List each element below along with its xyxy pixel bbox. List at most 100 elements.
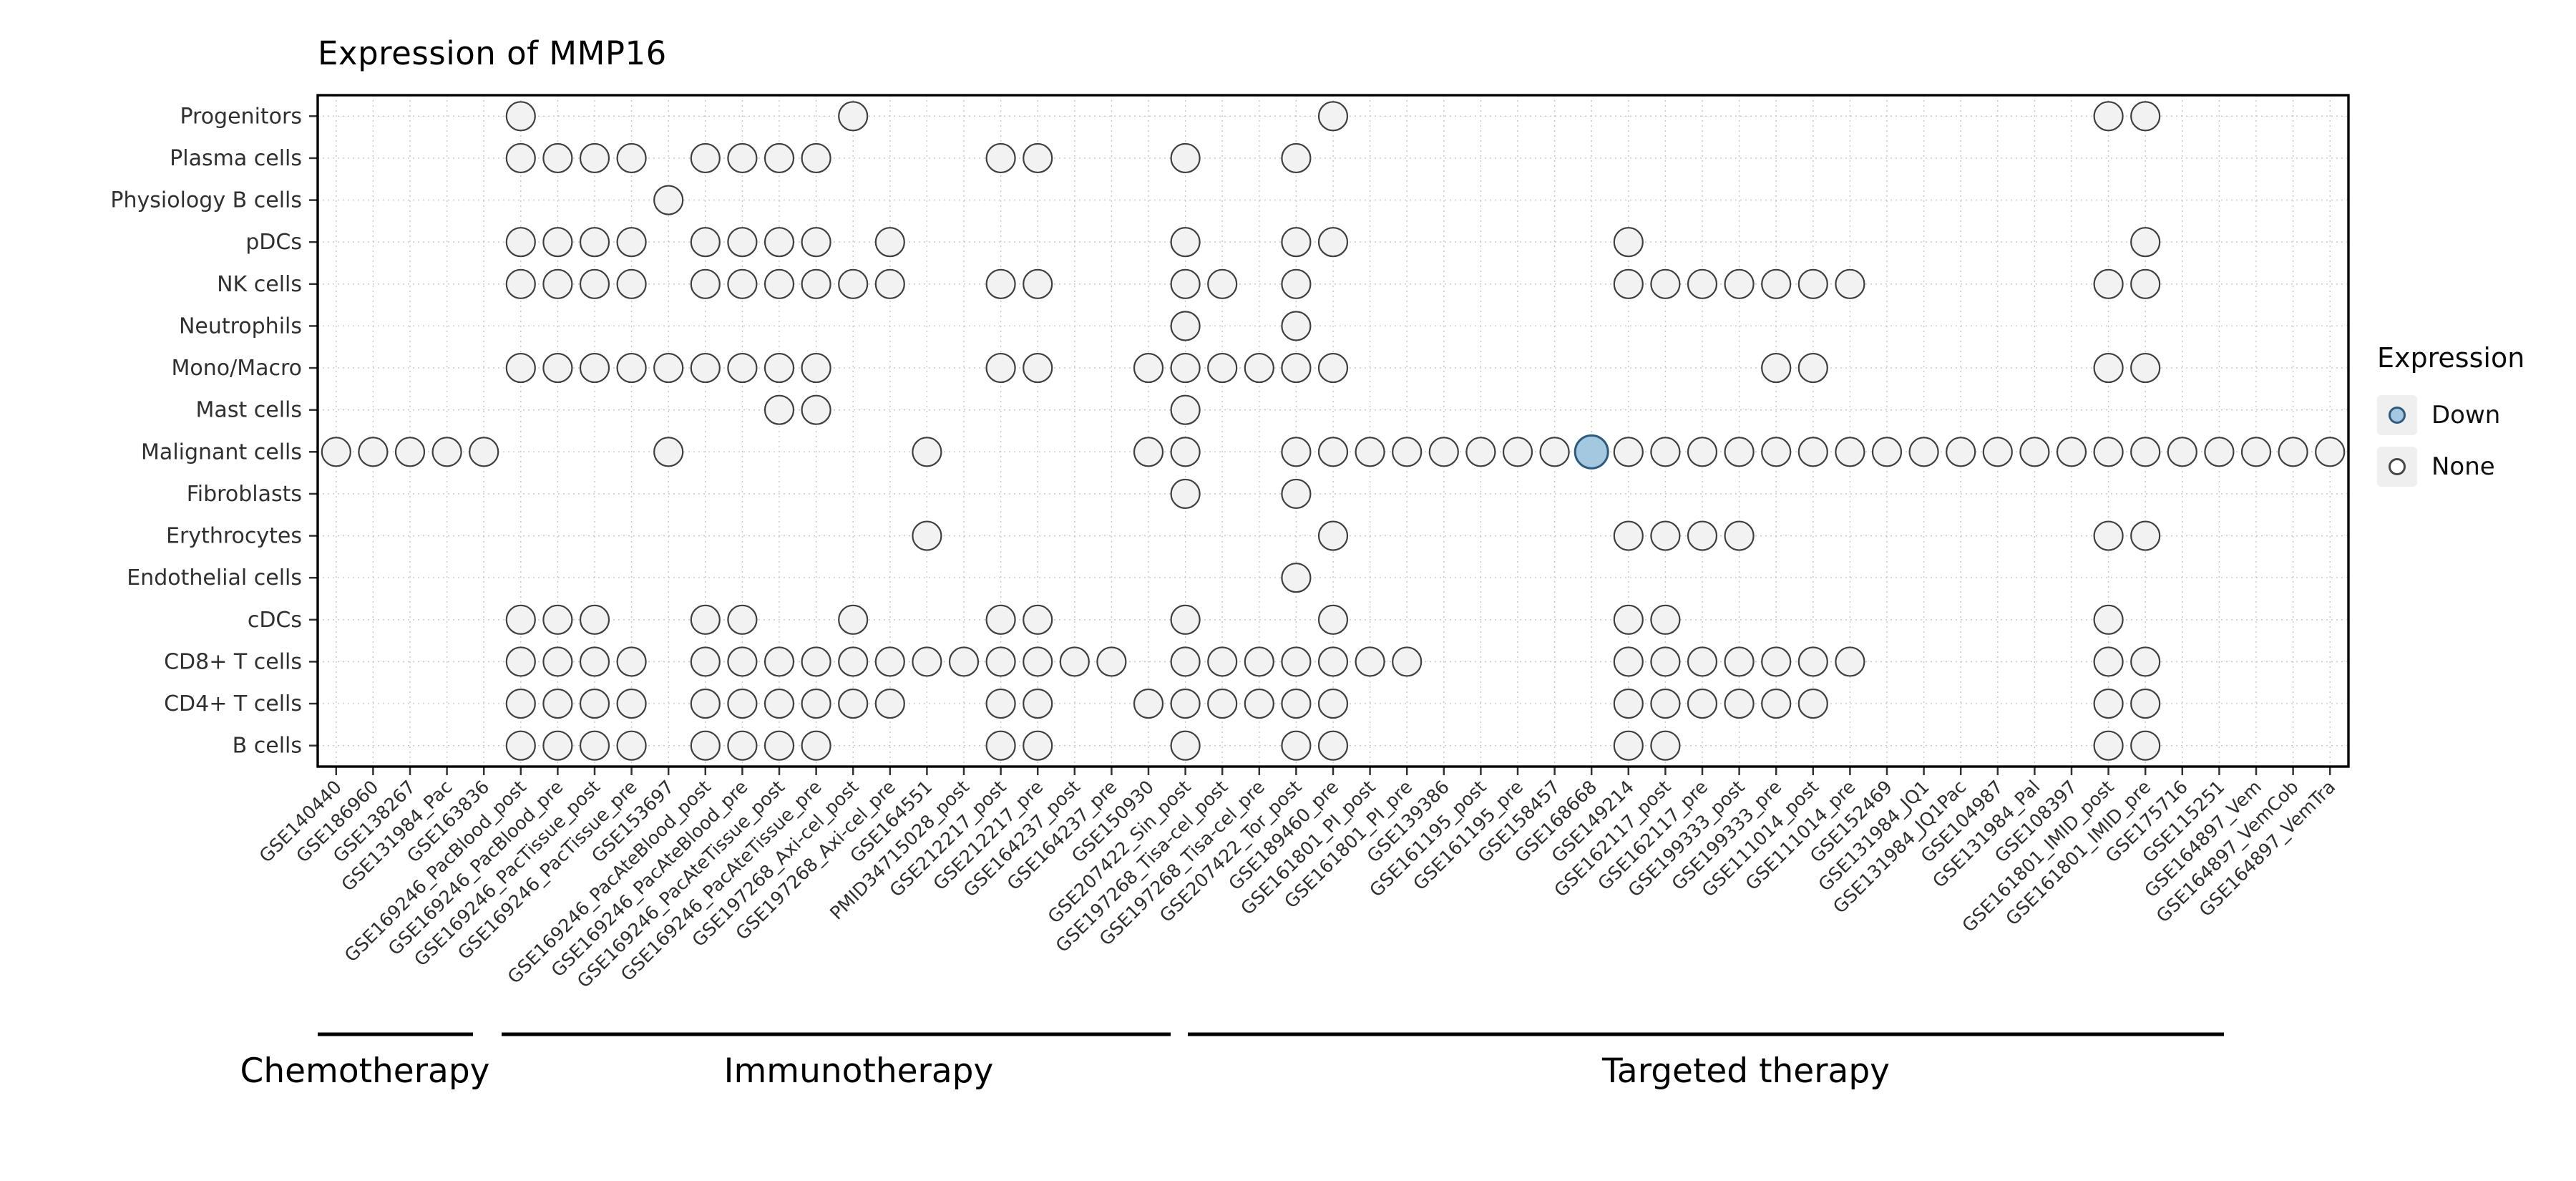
expression-dot-none [505, 268, 536, 299]
expression-dot-none [1170, 437, 1201, 467]
expression-dot-none [1317, 730, 1349, 761]
expression-dot-none [1797, 688, 1828, 719]
expression-dot-none [1281, 730, 1312, 761]
expression-dot-none [801, 646, 831, 677]
expression-dot-none [1170, 352, 1201, 384]
row-label: Neutrophils [179, 314, 302, 339]
expression-dot-none [690, 646, 721, 677]
expression-dot-none [763, 394, 795, 425]
expression-dot-none [948, 646, 980, 677]
expression-dot-none [801, 227, 831, 258]
expression-dot-none [1761, 688, 1792, 719]
expression-dot-none [1244, 646, 1274, 677]
expression-dot-none [1797, 437, 1828, 467]
expression-dot-none [1170, 394, 1201, 425]
expression-dot-none [1797, 268, 1828, 299]
expression-dot-none [763, 268, 795, 299]
legend-label-none: None [2431, 452, 2495, 481]
expression-dot-none [1170, 268, 1201, 299]
expression-dot-none [2093, 604, 2124, 635]
expression-dot-none [1281, 352, 1312, 384]
legend-item-none: None [2377, 447, 2524, 487]
expression-dot-none [1317, 646, 1349, 677]
row-label: Plasma cells [170, 146, 302, 171]
legend-key-none [2377, 447, 2417, 487]
expression-dot-none [1908, 437, 1939, 467]
expression-dot-none [1650, 646, 1681, 677]
expression-dot-none [727, 604, 758, 635]
expression-dot-none [690, 688, 721, 719]
expression-dot-none [1281, 142, 1312, 174]
expression-dot-none [2167, 437, 2197, 467]
expression-dot-none [1244, 352, 1274, 384]
expression-dot-none [579, 142, 610, 174]
expression-dot-none [1613, 688, 1644, 719]
down-dot-icon [2389, 407, 2406, 424]
expression-dot-none [579, 688, 610, 719]
expression-dot-none [542, 646, 573, 677]
expression-dot-none [727, 730, 758, 761]
expression-dot-none [690, 227, 721, 258]
expression-dot-none [2130, 437, 2161, 467]
legend-key-down [2377, 395, 2417, 435]
expression-dot-none [579, 268, 610, 299]
expression-dot-none [1207, 352, 1238, 384]
expression-dot-none [1687, 520, 1718, 551]
row-label: Fibroblasts [187, 482, 302, 507]
expression-dot-none [616, 142, 647, 174]
expression-dot-none [1946, 437, 1976, 467]
expression-dot-none [1724, 520, 1755, 551]
expression-dot-none [838, 646, 869, 677]
expression-dot-none [2130, 227, 2161, 258]
expression-dot-none [1059, 646, 1090, 677]
expression-dot-none [1687, 646, 1718, 677]
expression-dot-none [985, 352, 1016, 384]
row-label: pDCs [245, 230, 302, 255]
expression-dot-none [1835, 437, 1865, 467]
expression-dot-none [1835, 268, 1865, 299]
expression-dot-none [1170, 142, 1201, 174]
expression-dot-none [1650, 268, 1681, 299]
expression-dot-none [1650, 688, 1681, 719]
expression-dot-none [690, 268, 721, 299]
expression-dot-none [690, 142, 721, 174]
expression-dot-none [1613, 437, 1644, 467]
expression-dot-none [579, 604, 610, 635]
expression-dot-none [1392, 437, 1423, 467]
expression-dot-none [1761, 352, 1792, 384]
expression-dot-none [616, 268, 647, 299]
expression-dot-none [505, 227, 536, 258]
expression-dot-none [1687, 268, 1718, 299]
expression-dot-none [2093, 352, 2124, 384]
expression-dot-none [2093, 437, 2124, 467]
panel-border [316, 94, 2350, 768]
expression-dot-none [1023, 352, 1053, 384]
expression-dot-none [1317, 437, 1349, 467]
expression-dot-none [542, 688, 573, 719]
expression-dot-none [727, 227, 758, 258]
group-label-2: Immunotherapy [724, 1051, 994, 1091]
expression-dot-none [2278, 437, 2308, 467]
expression-dot-none [1207, 268, 1238, 299]
expression-dot-none [1133, 352, 1164, 384]
row-label: Mono/Macro [171, 356, 302, 381]
expression-dot-none [505, 730, 536, 761]
expression-dot-none [763, 142, 795, 174]
legend-label-down: Down [2431, 401, 2501, 429]
expression-dot-none [985, 646, 1016, 677]
expression-dot-none [1170, 478, 1201, 510]
expression-dot-none [838, 604, 869, 635]
expression-dot-none [2240, 437, 2272, 467]
expression-dot-none [1871, 437, 1903, 467]
expression-dot-none [653, 185, 684, 215]
expression-dot-none [2130, 352, 2161, 384]
expression-dot-none [985, 142, 1016, 174]
expression-dot-none [1428, 437, 1459, 467]
expression-dot-none [542, 604, 573, 635]
expression-dot-none [1724, 688, 1755, 719]
expression-dot-none [1023, 604, 1053, 635]
expression-dot-none [431, 437, 462, 467]
expression-dot-down [1574, 434, 1609, 470]
expression-dot-none [542, 352, 573, 384]
